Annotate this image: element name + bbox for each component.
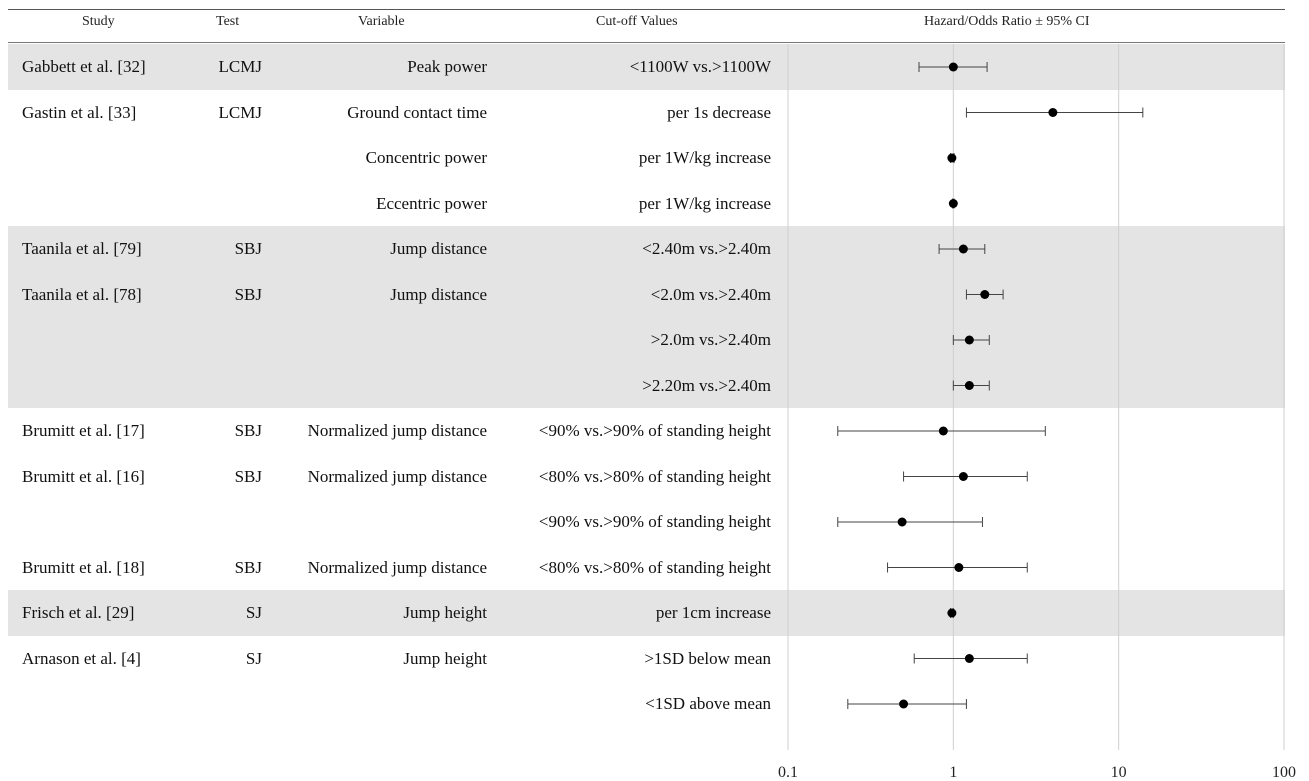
cell-variable: Concentric power <box>365 148 487 167</box>
header-variable: Variable <box>358 14 405 29</box>
cell-study: Arnason et al. [4] <box>22 648 141 668</box>
cell-cutoff: <90% vs.>90% of standing height <box>538 421 771 440</box>
cell-cutoff: per 1s decrease <box>667 102 771 122</box>
cell-cutoff: <1100W vs.>1100W <box>629 57 771 76</box>
point-estimate <box>980 290 990 299</box>
cell-test: SBJ <box>234 239 262 258</box>
cell-cutoff: >1SD below mean <box>644 648 771 668</box>
point-estimate <box>897 517 907 527</box>
cell-study: Taanila et al. [79] <box>22 239 142 258</box>
header-rule <box>8 42 1285 43</box>
point-estimate <box>964 654 974 663</box>
point-estimate <box>1048 108 1058 117</box>
cell-test: SBJ <box>234 466 262 486</box>
cell-variable: Ground contact time <box>347 102 487 122</box>
cell-cutoff: per 1W/kg increase <box>638 148 771 167</box>
cell-cutoff: >2.0m vs.>2.40m <box>650 330 771 349</box>
cell-test: SBJ <box>234 284 262 304</box>
cell-test: SBJ <box>234 421 262 440</box>
cell-cutoff: <2.0m vs.>2.40m <box>650 284 771 304</box>
x-tick-label: 1 <box>949 764 957 781</box>
cell-cutoff: <80% vs.>80% of standing height <box>538 557 771 577</box>
cell-cutoff: per 1cm increase <box>655 603 771 622</box>
cell-test: SJ <box>245 648 262 668</box>
cell-variable: Jump height <box>403 648 487 668</box>
point-estimate <box>947 153 957 163</box>
point-estimate <box>948 62 958 72</box>
point-estimate <box>958 472 968 481</box>
cell-cutoff: <80% vs.>80% of standing height <box>538 466 771 486</box>
cell-variable: Normalized jump distance <box>307 421 487 440</box>
cell-cutoff: >2.20m vs.>2.40m <box>642 375 771 395</box>
row-band <box>8 590 1285 636</box>
header-study: Study <box>82 14 115 29</box>
cell-study: Brumitt et al. [18] <box>22 557 145 577</box>
cell-study: Gabbett et al. [32] <box>22 57 146 76</box>
cell-test: LCMJ <box>218 57 262 76</box>
cell-study: Frisch et al. [29] <box>22 603 135 622</box>
cell-variable: Peak power <box>407 57 487 76</box>
cell-variable: Jump distance <box>390 284 487 304</box>
cell-variable: Jump distance <box>390 239 487 258</box>
point-estimate <box>947 608 957 618</box>
point-estimate <box>954 563 964 572</box>
cell-cutoff: <90% vs.>90% of standing height <box>538 512 771 531</box>
cell-variable: Normalized jump distance <box>307 557 487 577</box>
cell-study: Brumitt et al. [17] <box>22 421 145 440</box>
point-estimate <box>958 244 968 254</box>
x-tick-label: 10 <box>1111 764 1127 781</box>
point-estimate <box>948 199 958 208</box>
cell-study: Gastin et al. [33] <box>22 102 137 122</box>
header-ratio: Hazard/Odds Ratio ± 95% CI <box>924 14 1090 29</box>
point-estimate <box>899 699 909 709</box>
cell-variable: Normalized jump distance <box>307 466 487 486</box>
x-tick-label: 0.1 <box>778 764 798 781</box>
header-cutoff: Cut-off Values <box>596 14 678 29</box>
cell-test: SBJ <box>234 557 262 577</box>
cell-test: SJ <box>245 603 262 622</box>
cell-variable: Jump height <box>403 603 487 622</box>
point-estimate <box>938 426 948 436</box>
cell-test: LCMJ <box>218 102 262 122</box>
cell-cutoff: <1SD above mean <box>645 694 771 713</box>
cell-study: Taanila et al. [78] <box>22 284 142 304</box>
cell-study: Brumitt et al. [16] <box>22 466 145 486</box>
point-estimate <box>964 335 974 345</box>
cell-variable: Eccentric power <box>376 193 487 213</box>
row-band <box>8 44 1285 90</box>
header-test: Test <box>216 14 240 29</box>
x-tick-label: 100 <box>1272 764 1296 781</box>
row-band <box>8 226 1285 408</box>
point-estimate <box>964 381 974 390</box>
cell-cutoff: <2.40m vs.>2.40m <box>642 239 771 258</box>
cell-cutoff: per 1W/kg increase <box>638 193 771 213</box>
top-rule <box>8 9 1285 10</box>
